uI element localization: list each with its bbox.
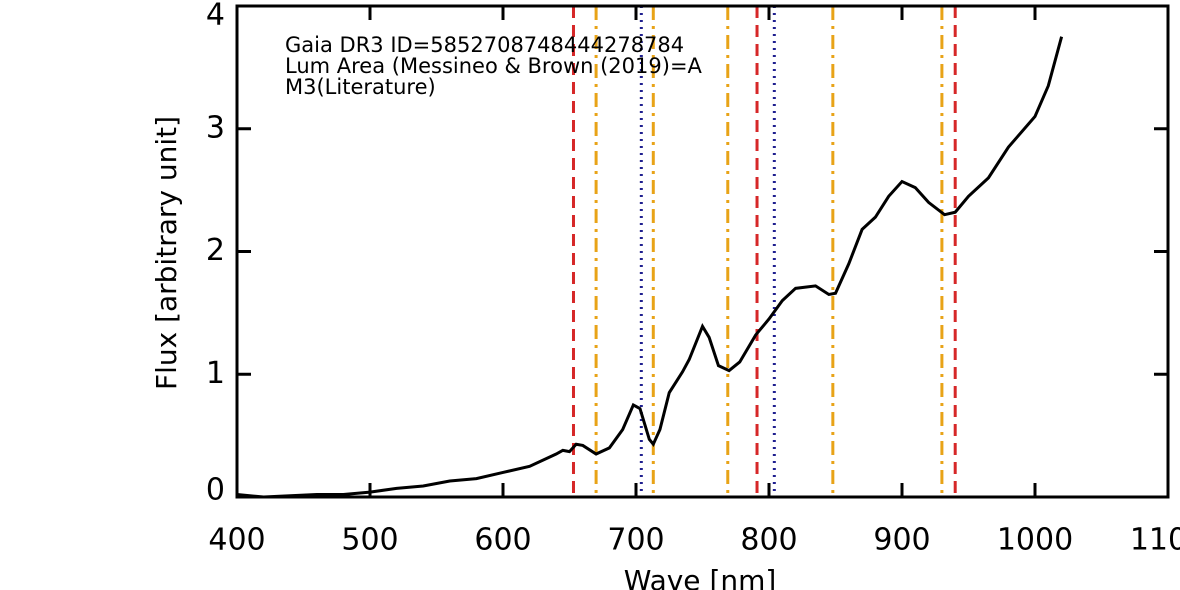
x-tick-label: 500 (341, 523, 398, 558)
x-tick-label: 900 (873, 523, 930, 558)
annotation: Gaia DR3 ID=5852708748444278784 (285, 33, 684, 57)
spectrum-line (236, 36, 1064, 499)
y-axis-label: Flux [arbitrary unit] (150, 116, 183, 390)
annotation: Lum Area (Messineo & Brown (2019)=A (285, 54, 703, 78)
y-tick-label: 4 (206, 0, 225, 33)
x-tick-label: 400 (208, 523, 265, 558)
x-tick-label: 600 (474, 523, 531, 558)
annotation: M3(Literature) (285, 75, 436, 99)
y-tick-label: 3 (206, 110, 225, 145)
x-axis-label: Wave [nm] (624, 564, 777, 590)
y-tick-label: 1 (206, 356, 225, 391)
x-tick-label: 800 (740, 523, 797, 558)
x-tick-label: 1000 (997, 523, 1073, 558)
y-tick-label: 0 (206, 473, 225, 508)
x-tick-label: 700 (607, 523, 664, 558)
y-tick-label: 2 (206, 233, 225, 268)
